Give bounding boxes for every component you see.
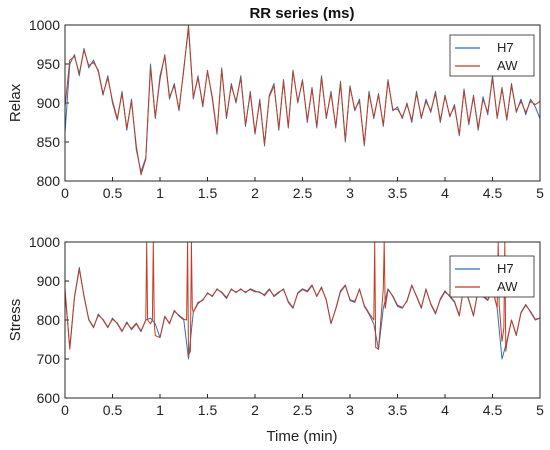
bottom-legend: H7 AW (449, 255, 535, 298)
top-legend-label-h7: H7 (497, 40, 514, 55)
bottom-y-tick-label: 900 (37, 273, 61, 289)
bottom-y-tick-label: 1000 (29, 234, 60, 250)
bottom-x-tick-label: 2.5 (293, 402, 313, 418)
top-y-tick-label: 1000 (29, 17, 60, 33)
bottom-y-tick-label: 800 (37, 312, 61, 328)
bottom-legend-label-h7: H7 (497, 261, 514, 276)
bottom-x-tick-label: 4 (441, 402, 449, 418)
bottom-y-tick-label: 600 (37, 390, 61, 406)
chart-title: RR series (ms) (249, 5, 354, 22)
top-x-tick-label: 4.5 (483, 185, 503, 201)
bottom-x-tick-label: 1.5 (198, 402, 218, 418)
top-legend-box (449, 34, 535, 77)
top-y-tick-label: 850 (37, 134, 61, 150)
top-x-tick-label: 1.5 (198, 185, 218, 201)
bottom-series-line-aw (64, 241, 541, 356)
top-chart-lines (64, 24, 541, 176)
top-y-tick-label: 950 (37, 56, 61, 72)
top-y-tick-label: 800 (37, 173, 61, 189)
bottom-x-tick-label: 3 (346, 402, 354, 418)
top-series-line-aw (64, 24, 541, 176)
top-x-tick-label: 4 (441, 185, 449, 201)
bottom-x-tick-label: 0 (61, 402, 69, 418)
top-chart-ticks: 0 0.5 1 1.5 2 2.5 3 3.5 4 4.5 5 800 850 900 950 1000 (29, 17, 544, 201)
bottom-legend-label-aw: AW (497, 279, 518, 294)
top-x-tick-label: 3.5 (388, 185, 408, 201)
bottom-x-tick-label: 4.5 (483, 402, 503, 418)
bottom-plot-frame (64, 241, 541, 399)
bottom-x-tick-label: 5 (536, 402, 544, 418)
top-x-tick-label: 0.5 (103, 185, 123, 201)
bottom-x-tick-label: 2 (251, 402, 259, 418)
bottom-y-axis-label: Stress (7, 299, 24, 342)
top-x-tick-label: 1 (156, 185, 164, 201)
top-x-tick-label: 2 (251, 185, 259, 201)
bottom-chart-ticks: 0 0.5 1 1.5 2 2.5 3 3.5 4 4.5 5 600 700 800 900 1000 (29, 234, 544, 418)
bottom-x-axis-label: Time (min) (266, 428, 337, 445)
top-y-axis-label: Relax (7, 83, 24, 122)
bottom-x-tick-label: 1 (156, 402, 164, 418)
bottom-y-tick-label: 700 (37, 351, 61, 367)
bottom-legend-box (449, 255, 535, 298)
top-x-tick-label: 5 (536, 185, 544, 201)
top-x-tick-label: 3 (346, 185, 354, 201)
top-plot-frame (64, 24, 541, 182)
top-legend: H7 AW (449, 34, 535, 77)
bottom-chart-lines (64, 241, 541, 360)
top-y-tick-label: 900 (37, 95, 61, 111)
bottom-x-tick-label: 0.5 (103, 402, 123, 418)
top-x-tick-label: 0 (61, 185, 69, 201)
top-x-tick-label: 2.5 (293, 185, 313, 201)
top-legend-label-aw: AW (497, 58, 518, 73)
bottom-x-tick-label: 3.5 (388, 402, 408, 418)
